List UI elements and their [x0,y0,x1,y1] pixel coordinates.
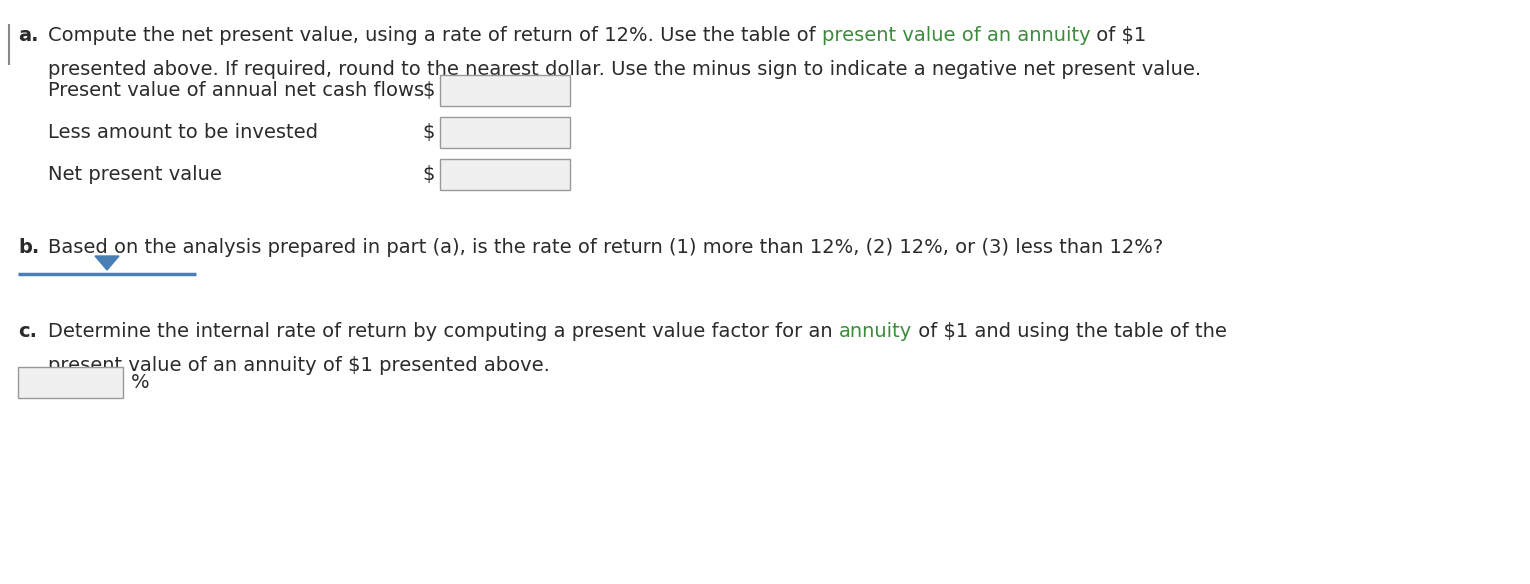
Text: b.: b. [18,238,40,257]
Text: %: % [132,373,150,392]
Text: Present value of annual net cash flows: Present value of annual net cash flows [47,81,424,100]
FancyBboxPatch shape [441,117,571,148]
Polygon shape [95,256,119,270]
Text: Compute the net present value, using a rate of return of 12%. Use the table of: Compute the net present value, using a r… [47,26,822,45]
Text: Less amount to be invested: Less amount to be invested [47,123,318,142]
Text: Net present value: Net present value [47,165,222,184]
Text: of $1: of $1 [1091,26,1148,45]
Text: presented above. If required, round to the nearest dollar. Use the minus sign to: presented above. If required, round to t… [47,60,1201,79]
Text: $: $ [422,123,435,142]
FancyBboxPatch shape [441,75,571,106]
Text: $: $ [422,165,435,184]
FancyBboxPatch shape [18,367,122,398]
Text: a.: a. [18,26,38,45]
Text: Determine the internal rate of return by computing a present value factor for an: Determine the internal rate of return by… [47,322,838,341]
Text: of $1 and using the table of the: of $1 and using the table of the [912,322,1227,341]
FancyBboxPatch shape [441,159,571,190]
Text: c.: c. [18,322,37,341]
Text: Based on the analysis prepared in part (a), is the rate of return (1) more than : Based on the analysis prepared in part (… [47,238,1163,257]
Text: $: $ [422,81,435,100]
Text: present value of an annuity: present value of an annuity [822,26,1091,45]
Text: annuity: annuity [838,322,912,341]
Text: present value of an annuity of $1 presented above.: present value of an annuity of $1 presen… [47,356,549,375]
